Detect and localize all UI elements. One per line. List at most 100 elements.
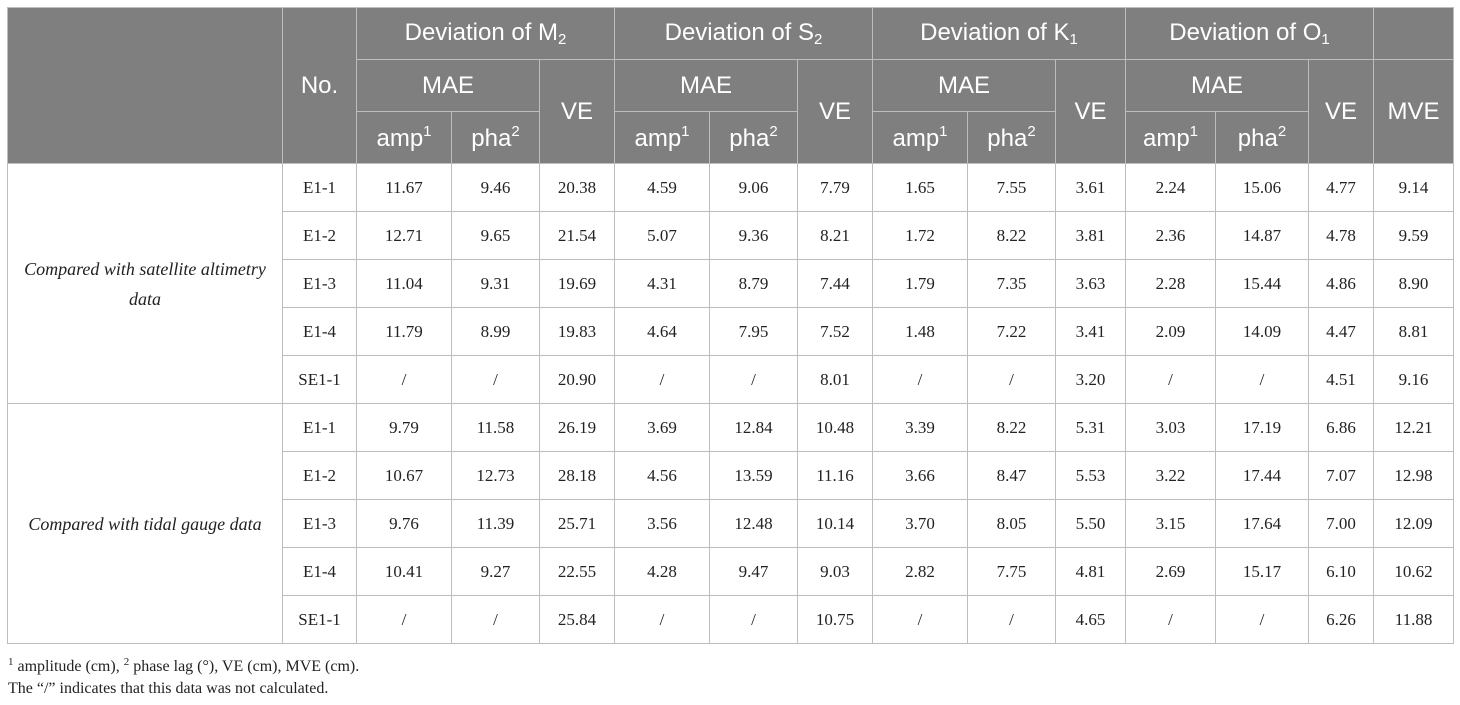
header-ve-k1: VE — [1055, 59, 1126, 164]
table-cell: 25.84 — [539, 595, 615, 644]
table-cell: 3.39 — [872, 403, 968, 452]
header-amp-m2: amp1 — [356, 111, 452, 164]
table-cell: 26.19 — [539, 403, 615, 452]
table-cell: / — [614, 355, 710, 404]
header-mae-s2: MAE — [614, 59, 798, 112]
table-cell: 8.05 — [967, 499, 1056, 548]
table-cell: 3.61 — [1055, 163, 1126, 212]
table-cell: 10.62 — [1373, 547, 1455, 596]
footnote-slash-note: The “/” indicates that this data was not… — [8, 680, 329, 697]
table-cell: 12.71 — [356, 211, 452, 260]
table-cell: 11.88 — [1373, 595, 1455, 644]
table-cell: 22.55 — [539, 547, 615, 596]
table-cell: 9.47 — [709, 547, 798, 596]
table-cell: 6.26 — [1307, 595, 1375, 644]
table-cell: 11.04 — [356, 259, 452, 308]
header-mae-o1: MAE — [1125, 59, 1309, 112]
table-cell: 9.76 — [356, 499, 452, 548]
table-cell: 8.21 — [797, 211, 873, 260]
table-cell: 17.19 — [1215, 403, 1309, 452]
table-cell: 3.70 — [872, 499, 968, 548]
table-row: Compared with tidal gauge data E1-1 9.79 11… — [7, 403, 1455, 644]
table-cell: 4.64 — [614, 307, 710, 356]
table-cell: 9.27 — [451, 547, 540, 596]
table-cell: 7.22 — [967, 307, 1056, 356]
table-cell: 7.95 — [709, 307, 798, 356]
table-cell: / — [967, 595, 1056, 644]
table-cell: 15.44 — [1215, 259, 1309, 308]
table-cell: 5.07 — [614, 211, 710, 260]
header-mae-m2: MAE — [356, 59, 540, 112]
table-cell: 3.41 — [1055, 307, 1126, 356]
header-deviation-m2: Deviation of M2 — [356, 7, 615, 60]
table-row: SE1-1//25.84//10.75//4.65//6.26 11.88 — [8, 595, 1455, 644]
table-cell: 12.21 — [1373, 403, 1455, 452]
row-id-cell: E1-3 — [282, 259, 357, 308]
table-cell: 4.51 — [1307, 355, 1375, 404]
table-footnotes: 1 amplitude (cm), 2 phase lag (°), VE (c… — [8, 656, 359, 700]
table-cell: 7.75 — [967, 547, 1056, 596]
table-cell: 21.54 — [539, 211, 615, 260]
table-cell: 20.38 — [539, 163, 615, 212]
row-id-cell: E1-4 — [282, 307, 357, 356]
table-cell: 25.71 — [539, 499, 615, 548]
table-row: E1-2 12.71 9.65 21.54 5.07 9.36 8.21 1.72 8.22 3.… — [8, 211, 1455, 260]
table-cell: 11.67 — [356, 163, 452, 212]
table-cell: 19.83 — [539, 307, 615, 356]
header-blank-cell — [7, 7, 283, 164]
table-cell: 1.72 — [872, 211, 968, 260]
row-id-cell: E1-2 — [282, 211, 357, 260]
table-cell: 2.69 — [1125, 547, 1216, 596]
table-cell: / — [451, 595, 540, 644]
table-cell: 15.06 — [1215, 163, 1309, 212]
table-cell: 4.65 — [1055, 595, 1126, 644]
table-cell: / — [709, 355, 798, 404]
table-cell: 12.73 — [451, 451, 540, 500]
row-id-cell: SE1-1 — [282, 595, 357, 644]
table-cell: 10.14 — [797, 499, 873, 548]
table-cell: 7.07 — [1307, 451, 1375, 500]
table-cell: 10.67 — [356, 451, 452, 500]
table-cell: 17.44 — [1215, 451, 1309, 500]
table-cell: 9.36 — [709, 211, 798, 260]
table-cell: / — [872, 595, 968, 644]
header-blank-mve-top — [1373, 7, 1455, 60]
table-header: No. Deviation of M2 Deviation of S2 Devi… — [7, 7, 1455, 164]
table-cell: 9.79 — [356, 403, 452, 452]
table-cell: 4.78 — [1307, 211, 1375, 260]
table-cell: 14.09 — [1215, 307, 1309, 356]
table-cell: 3.81 — [1055, 211, 1126, 260]
table-cell: 3.20 — [1055, 355, 1126, 404]
table-cell: 9.59 — [1373, 211, 1455, 260]
header-pha-m2: pha2 — [451, 111, 540, 164]
table-cell: 15.17 — [1215, 547, 1309, 596]
row-id-cell: E1-4 — [282, 547, 357, 596]
table-cell: / — [709, 595, 798, 644]
table-cell: 7.52 — [797, 307, 873, 356]
header-ve-m2: VE — [539, 59, 615, 164]
table-cell: 9.06 — [709, 163, 798, 212]
row-id-cell: E1-3 — [282, 499, 357, 548]
row-id-cell: E1-1 — [282, 403, 357, 452]
header-pha-s2: pha2 — [709, 111, 798, 164]
table-cell: 4.28 — [614, 547, 710, 596]
table-cell: / — [967, 355, 1056, 404]
table-cell: 28.18 — [539, 451, 615, 500]
table-cell: 8.47 — [967, 451, 1056, 500]
table-row: Compared with satellite altimetry data E1… — [7, 163, 1455, 404]
table-cell: / — [451, 355, 540, 404]
table-cell: 8.99 — [451, 307, 540, 356]
table-cell: 8.22 — [967, 211, 1056, 260]
table-cell: 10.75 — [797, 595, 873, 644]
table-row: E1-4 10.41 9.27 22.55 4.28 9.47 9.03 2.82 7.75 4.… — [8, 547, 1455, 596]
table-body: Compared with satellite altimetry data E1… — [7, 163, 1455, 644]
table-cell: 8.90 — [1373, 259, 1455, 308]
table-cell: 3.03 — [1125, 403, 1216, 452]
table-cell: / — [1215, 595, 1309, 644]
header-ve-o1: VE — [1307, 59, 1375, 164]
header-pha-o1: pha2 — [1215, 111, 1309, 164]
header-amp-o1: amp1 — [1125, 111, 1216, 164]
table-cell: 12.98 — [1373, 451, 1455, 500]
table-cell: 5.31 — [1055, 403, 1126, 452]
table-cell: / — [356, 355, 452, 404]
